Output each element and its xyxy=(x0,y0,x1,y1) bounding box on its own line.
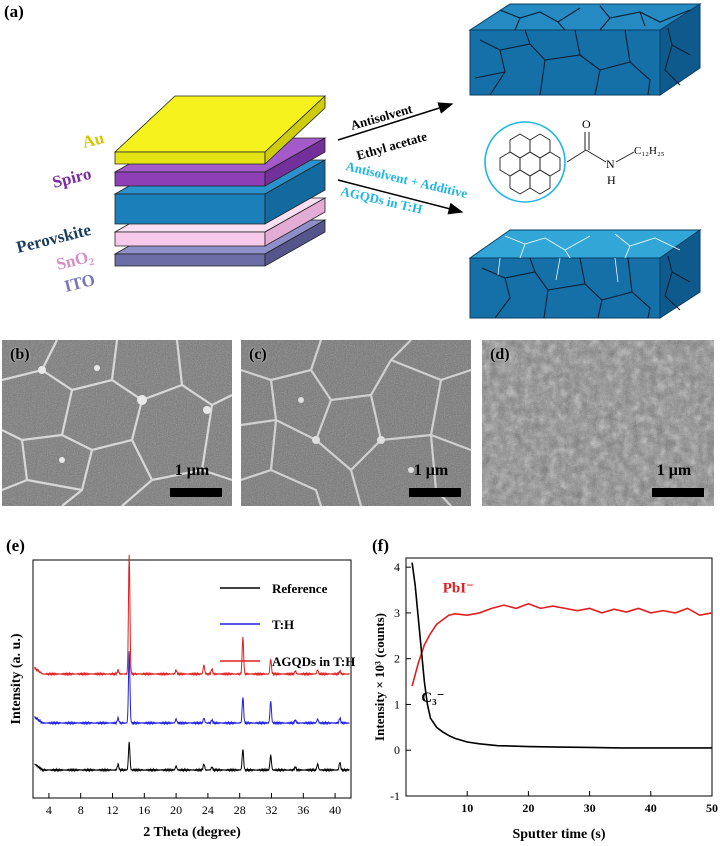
xrd-legend-label: Reference xyxy=(272,581,328,596)
spiro-label: Spiro xyxy=(50,164,93,192)
molecule-chain: C₁₂H₂₅ xyxy=(634,145,665,157)
tof-plot-frame xyxy=(405,557,713,797)
au-layer xyxy=(113,95,327,165)
molecule-h: H xyxy=(607,173,616,187)
xrd-x-tick-label: 4 xyxy=(46,803,52,817)
sem-b-scale-text: 1 μm xyxy=(174,462,210,479)
tof-series-0 xyxy=(411,602,713,687)
panel-e-label: (e) xyxy=(6,536,25,555)
xrd-x-tick-label: 20 xyxy=(170,803,182,817)
tof-x-tick-label: 40 xyxy=(645,801,657,815)
arrow-ethyl-acetate xyxy=(337,102,454,141)
arrow-agqds xyxy=(337,179,464,215)
sem-b-label: (b) xyxy=(10,346,30,363)
xrd-series-0 xyxy=(34,741,350,773)
xrd-y-axis-label: Intensity (a. u.) xyxy=(9,633,24,724)
tof-x-axis-label: Sputter time (s) xyxy=(512,827,605,842)
sem-image-c: (c) 1 μm xyxy=(241,340,471,506)
arrow-top-text-2: Ethyl acetate xyxy=(355,128,429,162)
xrd-x-tick-label: 36 xyxy=(297,803,309,817)
xrd-x-axis-label: 2 Theta (degree) xyxy=(143,825,241,840)
sem-d-scale-text: 1 μm xyxy=(656,462,692,479)
sem-image-d: (d) 1 μm xyxy=(482,340,714,506)
sem-d-scale-bar xyxy=(652,488,704,497)
xrd-plot-frame xyxy=(32,559,352,799)
xrd-x-tick-label: 16 xyxy=(138,803,150,817)
tof-y-tick-label: 1 xyxy=(394,697,400,711)
tof-y-tick-label: 4 xyxy=(394,560,400,574)
tof-y-axis-label: Intensity × 10³ (counts) xyxy=(372,613,387,741)
xrd-x-tick-label: 40 xyxy=(329,803,341,817)
panel-a-label: (a) xyxy=(4,2,24,21)
tof-c3-label: C₃⁻ xyxy=(421,690,444,706)
sem-b-scale-bar xyxy=(170,488,222,497)
xrd-legend-label: AGQDs in T:H xyxy=(272,654,355,669)
xrd-legend-label: T:H xyxy=(272,617,294,632)
tof-x-tick-label: 20 xyxy=(522,801,534,815)
panel-f-label: (f) xyxy=(372,536,389,555)
xrd-x-tick-label: 8 xyxy=(78,803,84,817)
device-stack-diagram: Au Spiro Perovskite SnO₂ ITO Antisolvent… xyxy=(14,3,702,319)
xrd-series-1 xyxy=(34,651,350,726)
tof-y-tick-label: -1 xyxy=(390,789,400,803)
sem-c-label: (c) xyxy=(249,346,267,363)
xrd-chart: 4 8 12 16 20 24 28 32 36 40 Reference T:H AGQDs in … xyxy=(9,554,355,840)
tof-series-1 xyxy=(411,562,712,749)
tof-y-tick-label: 3 xyxy=(394,606,400,620)
xrd-x-tick-label: 28 xyxy=(234,803,246,817)
tof-x-tick-label: 10 xyxy=(461,801,473,815)
sem-c-scale-text: 1 μm xyxy=(413,462,449,479)
tof-x-tick-label: 30 xyxy=(584,801,596,815)
tof-x-tick-label: 50 xyxy=(706,801,718,815)
xrd-x-tick-label: 24 xyxy=(202,803,214,817)
xrd-x-tick-label: 32 xyxy=(266,803,278,817)
agqds-molecule: O N H C₁₂H₂₅ xyxy=(484,117,665,203)
xrd-x-tick-label: 12 xyxy=(107,803,119,817)
sem-image-b: (b) 1 μm xyxy=(2,340,232,506)
xrd-series-2 xyxy=(34,554,350,677)
tof-pbi-label: PbI⁻ xyxy=(443,580,474,596)
sno2-label: SnO₂ xyxy=(54,246,95,273)
tof-y-tick-label: 2 xyxy=(394,652,400,666)
sem-c-scale-bar xyxy=(409,488,461,497)
arrow-top-text-1: Antisolvent xyxy=(349,101,415,133)
tof-sims-chart: 10 20 30 40 50 -1 0 1 2 3 4 PbI⁻ C₃⁻ Sputter time (… xyxy=(372,557,718,842)
au-label: Au xyxy=(80,128,106,152)
film-treated xyxy=(468,229,702,319)
ito-label: ITO xyxy=(62,270,97,296)
molecule-n: N xyxy=(606,157,615,171)
molecule-o: O xyxy=(582,117,591,131)
sem-d-label: (d) xyxy=(490,346,510,363)
tof-y-tick-label: 0 xyxy=(394,743,400,757)
film-untreated xyxy=(468,3,702,96)
